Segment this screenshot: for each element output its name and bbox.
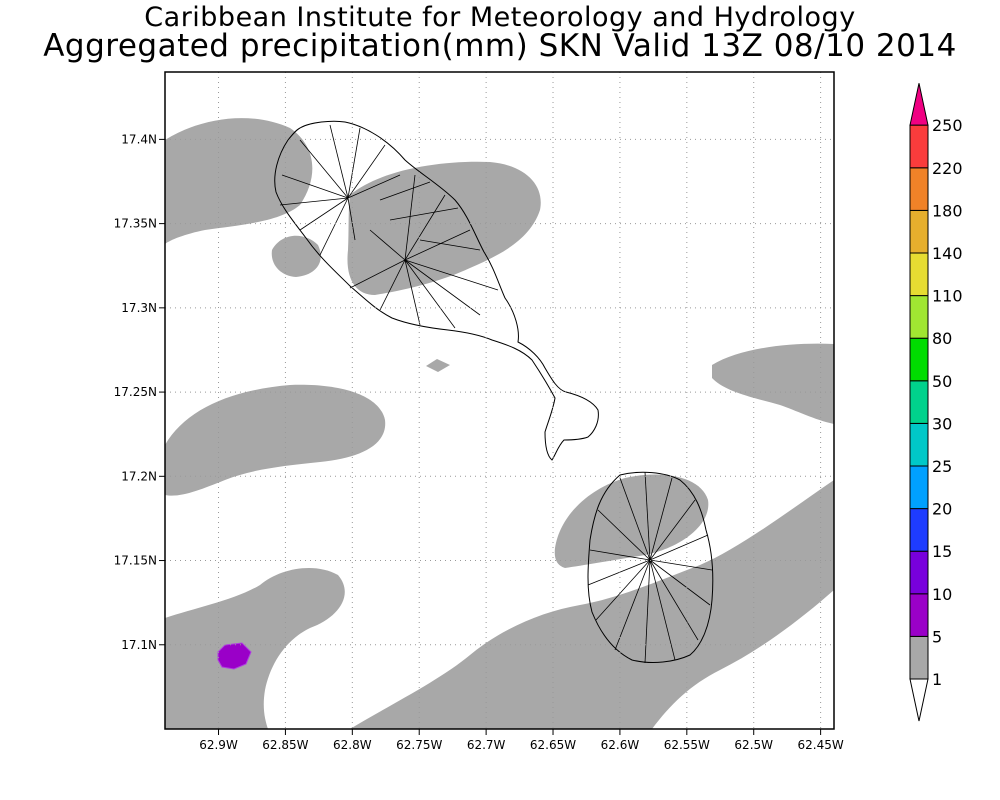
precip-area-southwest — [165, 567, 345, 729]
y-tick-label: 17.35N — [114, 217, 157, 231]
colorbar-label: 5 — [932, 627, 942, 646]
x-tick-label: 62.9W — [199, 738, 238, 752]
precip-area-southeast — [350, 480, 834, 729]
colorbar-segment — [909, 167, 929, 211]
colorbar-label: 20 — [932, 500, 952, 519]
colorbar-segment — [909, 252, 929, 297]
colorbar-label: 10 — [932, 585, 952, 604]
x-tick-label: 62.85W — [262, 738, 308, 752]
precip-area-tiny — [426, 359, 450, 372]
colorbar-label: 25 — [932, 457, 952, 476]
precip-area-west — [165, 384, 386, 496]
precip-area-north — [347, 161, 541, 295]
y-tick-label: 17.25N — [114, 385, 157, 399]
x-tick-label: 62.8W — [333, 738, 372, 752]
colorbar-label: 140 — [932, 244, 963, 263]
colorbar-segment — [909, 635, 929, 680]
colorbar-label: 30 — [932, 414, 952, 433]
colorbar-segment — [909, 380, 929, 424]
plot-frame — [164, 71, 835, 730]
colorbar-label: 1 — [932, 670, 942, 689]
precip-area-nw — [165, 118, 313, 244]
colorbar-segment — [909, 337, 929, 382]
x-tick-label: 62.6W — [601, 738, 640, 752]
st-kitts-island — [274, 120, 599, 461]
colorbar-segment — [909, 550, 929, 595]
chart-title: Caribbean Institute for Meteorology and … — [144, 2, 856, 33]
colorbar-segment — [909, 295, 929, 339]
x-tick-label: 62.45W — [798, 738, 844, 752]
islands — [274, 120, 714, 664]
colorbar-segment — [909, 422, 929, 467]
longitude-axis: 62.9W 62.85W 62.8W 62.75W 62.7W 62.65W 62.6W 62… — [199, 729, 844, 752]
y-tick-label: 17.4N — [121, 132, 157, 146]
nevis-island — [587, 471, 714, 663]
precip-area-small-w — [271, 235, 321, 277]
colorbar-label: 180 — [932, 201, 963, 220]
x-tick-label: 62.7W — [467, 738, 506, 752]
y-tick-label: 17.2N — [121, 469, 157, 483]
colorbar-segment — [909, 124, 929, 169]
y-tick-label: 17.3N — [121, 301, 157, 315]
colorbar-label: 220 — [932, 159, 963, 178]
colorbar-label: 15 — [932, 542, 952, 561]
precip-area-east — [712, 343, 834, 424]
x-tick-label: 62.65W — [530, 738, 576, 752]
x-tick-label: 62.75W — [396, 738, 442, 752]
chart-subtitle: Aggregated precipitation(mm) SKN Valid 1… — [43, 28, 957, 64]
colorbar-segment — [909, 508, 929, 552]
latitude-axis: 17.4N 17.35N 17.3N 17.25N 17.2N 17.15N 17.1N — [114, 132, 165, 652]
x-tick-label: 62.5W — [734, 738, 773, 752]
precip-shading — [165, 118, 834, 729]
colorbar-label: 50 — [932, 372, 952, 391]
x-tick-label: 62.55W — [664, 738, 710, 752]
nevis-drainage — [587, 471, 713, 664]
colorbar-segment — [909, 209, 929, 254]
colorbar-label: 80 — [932, 329, 952, 348]
colorbar-label: 250 — [932, 116, 963, 135]
precip-area-nevis-north — [554, 474, 709, 568]
colorbar-segment — [909, 593, 929, 637]
y-tick-label: 17.1N — [121, 638, 157, 652]
y-tick-label: 17.15N — [114, 554, 157, 568]
colorbar-low-arrow — [909, 678, 929, 722]
colorbar-label: 110 — [932, 287, 963, 306]
colorbar-high-arrow — [909, 83, 929, 126]
colorbar-segment — [909, 465, 929, 510]
st-kitts-drainage — [279, 124, 499, 329]
